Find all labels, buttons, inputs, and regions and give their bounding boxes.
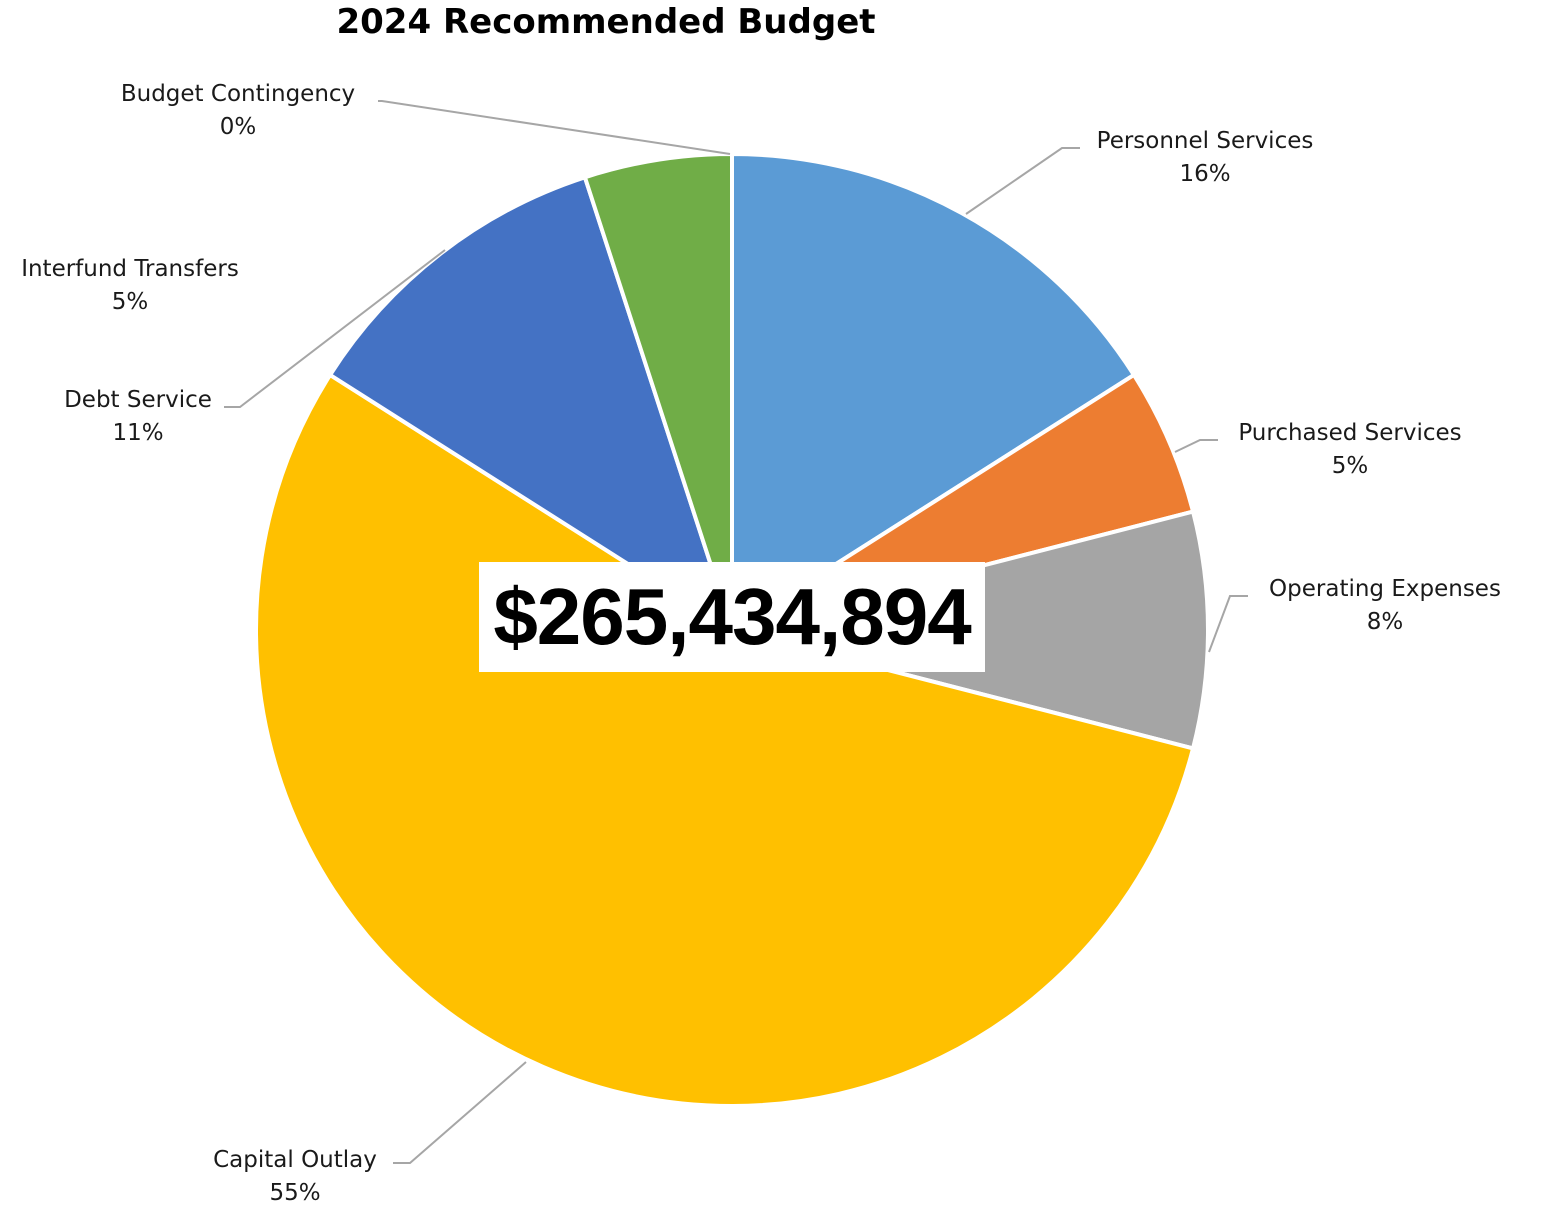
leader-line-personnel-services: [965, 147, 1080, 215]
slice-name-label-purchased-services: Purchased Services: [1238, 420, 1461, 446]
chart-title: 2024 Recommended Budget: [336, 2, 876, 42]
leader-line-debt-service: [224, 249, 446, 408]
slice-name-label-debt-service: Debt Service: [64, 387, 212, 413]
slice-percent-label-personnel-services: 16%: [1179, 161, 1230, 187]
slice-percent-label-purchased-services: 5%: [1332, 453, 1369, 479]
leader-line-purchased-services: [1174, 439, 1218, 453]
slice-name-label-operating-expenses: Operating Expenses: [1269, 576, 1501, 602]
slice-labels: Personnel Services 16% Purchased Services 5…: [21, 81, 1501, 1206]
pie-slices: [254, 152, 1211, 1108]
slice-percent-label-operating-expenses: 8%: [1367, 609, 1404, 635]
leader-line-capital-outlay: [393, 1061, 527, 1164]
slice-percent-label-capital-outlay: 55%: [269, 1180, 320, 1206]
slice-name-label-capital-outlay: Capital Outlay: [213, 1147, 377, 1173]
leader-line-operating-expenses: [1208, 595, 1248, 653]
leader-line-budget-contingency: [378, 100, 731, 155]
slice-name-label-budget-contingency: Budget Contingency: [121, 81, 355, 107]
pie-slice-capital-outlay: [254, 372, 1196, 1108]
total-budget-amount: $265,434,894: [493, 572, 971, 661]
total-budget-box: $265,434,894: [479, 562, 985, 672]
pie-slice-personnel-services: [730, 152, 1136, 632]
slice-percent-label-budget-contingency: 0%: [220, 114, 257, 140]
slice-name-label-interfund-transfers: Interfund Transfers: [21, 256, 239, 282]
slice-percent-label-debt-service: 11%: [112, 420, 163, 446]
leader-lines: [224, 100, 1248, 1164]
slice-percent-label-interfund-transfers: 5%: [112, 289, 149, 315]
slice-name-label-personnel-services: Personnel Services: [1097, 128, 1314, 154]
